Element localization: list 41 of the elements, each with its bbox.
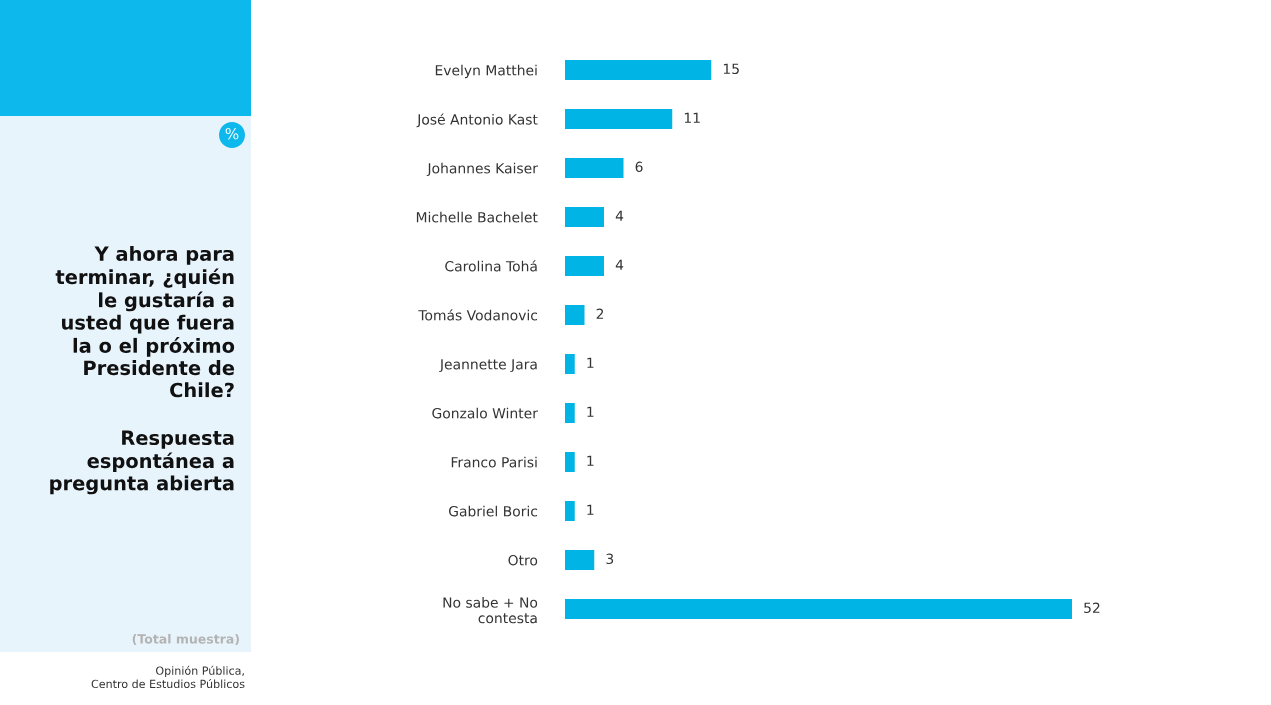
bar (565, 500, 575, 522)
data-label: 4 (615, 259, 624, 270)
y-tick-label: Evelyn Matthei (435, 64, 537, 79)
y-tick-label: Michelle Bachelet (416, 211, 538, 223)
bar (565, 353, 575, 375)
text: Opinión Pública, Centro de Estudios Públicos (91, 665, 245, 689)
bar (565, 451, 575, 473)
bar (565, 402, 575, 424)
y-tick-label: Carolina Tohá (445, 260, 537, 272)
bar (565, 598, 1072, 620)
text: Y ahora para terminar, ¿quién le gustaría a usted que fuera la o el próximo Presidente de Chile? (55, 246, 235, 398)
bar (565, 59, 712, 81)
bar (565, 549, 595, 571)
y-tick-label: Jeannette Jara (439, 359, 537, 373)
data-label: 11 (684, 112, 700, 123)
data-label: 1 (587, 406, 594, 417)
data-label: 1 (587, 357, 594, 368)
text: % (225, 127, 239, 140)
data-label: 1 (587, 455, 594, 466)
bar (565, 255, 604, 277)
data-label: 2 (596, 308, 604, 319)
bar (565, 304, 585, 326)
data-label: 3 (606, 553, 614, 565)
data-label: 6 (635, 161, 643, 173)
y-tick-label: Gabriel Boric (448, 505, 538, 517)
y-tick-label: José Antonio Kast (416, 113, 538, 128)
bar (565, 157, 624, 179)
bar (565, 206, 604, 228)
data-label: 1 (587, 504, 594, 515)
data-label: 15 (723, 63, 739, 75)
data-label: 52 (1084, 602, 1100, 614)
bar (565, 108, 673, 130)
data-label: 4 (615, 210, 624, 221)
y-tick-label: Franco Parisi (451, 456, 537, 468)
y-tick-label: Gonzalo Winter (432, 407, 538, 419)
y-tick-label: Otro (508, 554, 538, 566)
y-tick-label: Tomás Vodanovic (418, 309, 538, 321)
text: (Total muestra) (132, 633, 239, 646)
text: Respuesta espontánea a pregunta abierta (50, 430, 234, 495)
y-tick-label: Johannes Kaiser (426, 162, 538, 177)
y-tick-label: No sabe + No contesta (443, 597, 538, 624)
